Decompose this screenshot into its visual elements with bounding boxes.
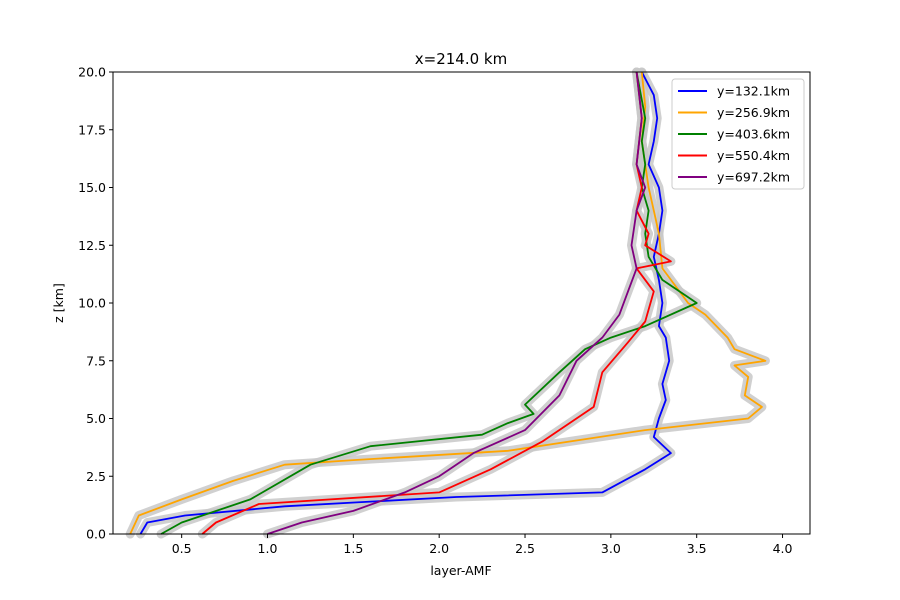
series-lines bbox=[129, 71, 767, 535]
y-tick-label: 20.0 bbox=[78, 65, 106, 80]
x-tick-label: 3.0 bbox=[601, 541, 621, 556]
legend-label: y=550.4km bbox=[717, 148, 790, 163]
legend: y=132.1km y=256.9km y=403.6km y=550.4km y=69… bbox=[671, 78, 805, 190]
x-axis: 0.5 1.0 1.5 2.0 2.5 3.0 3.5 4.0 bbox=[172, 534, 793, 556]
legend-label: y=132.1km bbox=[717, 84, 790, 99]
x-tick-label: 2.5 bbox=[515, 541, 535, 556]
series-line bbox=[201, 71, 672, 535]
chart-title: x=214.0 km bbox=[415, 50, 507, 68]
y-tick-label: 2.5 bbox=[86, 469, 106, 484]
legend-box bbox=[671, 78, 805, 190]
y-tick-label: 15.0 bbox=[78, 180, 106, 195]
uncertainty-band bbox=[125, 67, 770, 539]
legend-label: y=403.6km bbox=[717, 127, 790, 142]
x-tick-label: 1.5 bbox=[343, 541, 363, 556]
x-tick-label: 1.0 bbox=[258, 541, 278, 556]
x-tick-label: 4.0 bbox=[773, 541, 793, 556]
y-tick-label: 10.0 bbox=[78, 296, 106, 311]
x-tick-label: 2.0 bbox=[429, 541, 449, 556]
uncertainty-band bbox=[156, 67, 702, 539]
series-line bbox=[139, 71, 672, 535]
y-axis-title: z [km] bbox=[51, 283, 66, 323]
y-tick-label: 17.5 bbox=[78, 122, 106, 137]
x-tick-label: 3.5 bbox=[687, 541, 707, 556]
y-tick-label: 12.5 bbox=[78, 238, 106, 253]
y-tick-label: 5.0 bbox=[86, 411, 106, 426]
x-axis-title: layer-AMF bbox=[430, 563, 491, 578]
uncertainty-band bbox=[136, 67, 676, 539]
series-line bbox=[267, 71, 647, 535]
y-tick-label: 0.0 bbox=[86, 527, 106, 542]
uncertainty-bands bbox=[125, 67, 770, 539]
x-tick-label: 0.5 bbox=[172, 541, 192, 556]
y-tick-label: 7.5 bbox=[86, 353, 106, 368]
legend-label: y=697.2km bbox=[717, 170, 790, 185]
y-axis: 0.0 2.5 5.0 7.5 10.0 12.5 15.0 17.5 20.0 bbox=[78, 65, 113, 542]
series-line bbox=[129, 71, 767, 535]
series-line bbox=[160, 71, 698, 535]
legend-label: y=256.9km bbox=[717, 105, 790, 120]
